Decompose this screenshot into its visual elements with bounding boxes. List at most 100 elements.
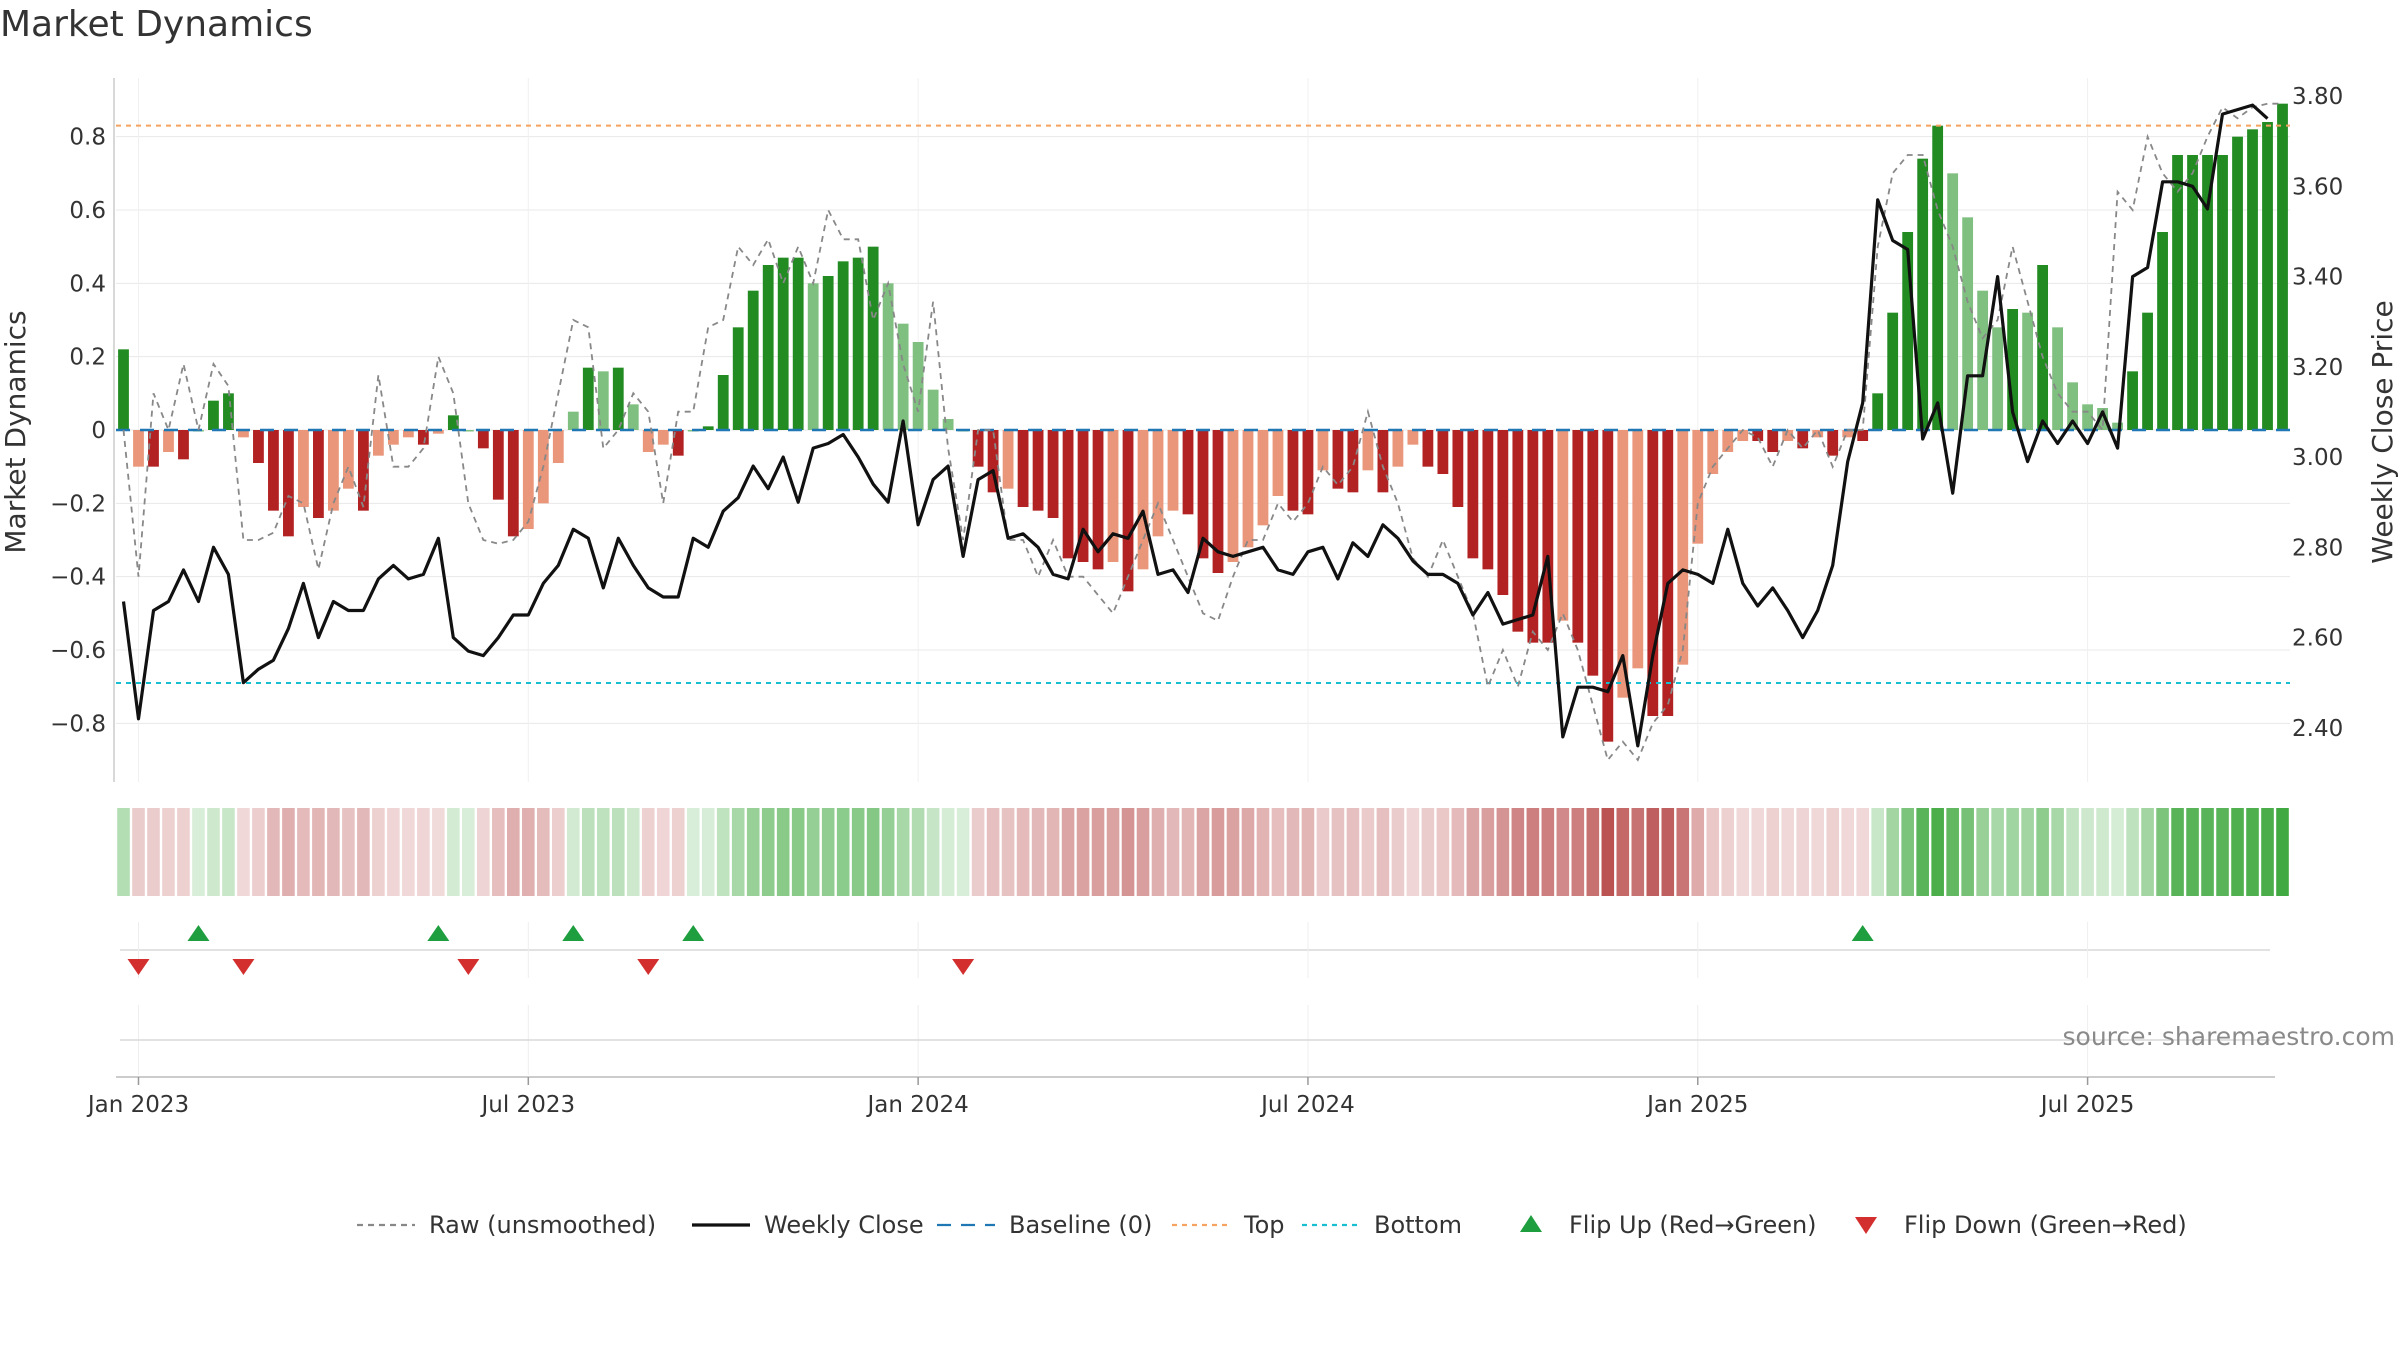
regime-band-cell — [1571, 808, 1585, 896]
momentum-bar — [807, 283, 819, 430]
momentum-bar — [2067, 382, 2078, 430]
legend-up-marker — [1520, 1215, 1542, 1232]
momentum-bar — [1197, 430, 1209, 559]
regime-band-cell — [1451, 808, 1465, 896]
regime-band-cell — [566, 808, 580, 896]
legend-label: Bottom — [1374, 1211, 1462, 1239]
momentum-bar — [2007, 309, 2019, 430]
regime-band-cell — [1331, 808, 1345, 896]
regime-band-cell — [1631, 808, 1645, 896]
regime-band-cell — [1991, 808, 2004, 896]
momentum-bar — [1737, 430, 1749, 441]
momentum-bar — [2172, 155, 2183, 430]
momentum-bar — [2202, 155, 2213, 430]
momentum-bar — [1467, 430, 1479, 559]
momentum-bar — [732, 327, 744, 430]
momentum-bar — [1077, 430, 1089, 562]
legend-label: Weekly Close — [764, 1211, 924, 1239]
momentum-bar — [148, 430, 159, 467]
momentum-bar — [1452, 430, 1464, 507]
momentum-bar — [1617, 430, 1629, 698]
regime-band-cell — [1136, 808, 1150, 896]
regime-band-cell — [2261, 808, 2274, 896]
regime-band-cell — [641, 808, 655, 896]
momentum-bar — [387, 430, 399, 445]
momentum-bar — [313, 430, 324, 518]
momentum-bar — [1167, 430, 1179, 511]
regime-band-cell — [596, 808, 610, 896]
regime-band-cell — [1811, 808, 1825, 896]
momentum-bar — [1572, 430, 1584, 643]
momentum-bar — [462, 430, 474, 432]
momentum-bar — [1272, 430, 1284, 496]
momentum-bar — [2277, 103, 2288, 431]
momentum-bar — [1362, 430, 1374, 471]
regime-band-cell — [297, 808, 310, 896]
regime-band-cell — [656, 808, 670, 896]
left-tick-label: 0.2 — [69, 345, 106, 371]
regime-band-cell — [1316, 808, 1330, 896]
momentum-bar — [1422, 430, 1434, 467]
right-tick-label: 3.00 — [2292, 445, 2343, 471]
momentum-bar — [1977, 290, 1989, 430]
regime-band-cell — [477, 808, 490, 896]
regime-band-cell — [551, 808, 565, 896]
chart-lines — [116, 102, 2290, 762]
momentum-bar — [1332, 430, 1344, 489]
legend-item: Raw (unsmoothed) — [357, 1211, 656, 1239]
left-tick-label: 0.4 — [69, 271, 106, 297]
momentum-bar — [417, 430, 429, 445]
momentum-bar — [1527, 430, 1539, 643]
momentum-bar — [163, 430, 174, 452]
flip-up-marker — [562, 925, 585, 941]
momentum-bar — [1122, 430, 1134, 592]
right-y-axis-label: Weekly Close Price — [2366, 300, 2399, 563]
momentum-bar — [762, 265, 774, 430]
regime-band-cell — [1976, 808, 1989, 896]
momentum-bar — [1902, 232, 1914, 430]
momentum-bar — [1722, 430, 1734, 452]
regime-band-cell — [1166, 808, 1180, 896]
regime-band-cell — [387, 808, 400, 896]
regime-band-cell — [132, 808, 145, 896]
regime-band-cell — [207, 808, 220, 896]
regime-band-cell — [1016, 808, 1030, 896]
x-tick-label: Jan 2025 — [1645, 1092, 1748, 1118]
regime-band-cell — [1721, 808, 1735, 896]
flip-up-marker — [1851, 925, 1874, 941]
regime-band-cell — [1736, 808, 1750, 896]
regime-band-cell — [1271, 808, 1285, 896]
regime-band-cell — [1091, 808, 1105, 896]
regime-band-cell — [1181, 808, 1195, 896]
regime-band-cell — [192, 808, 205, 896]
momentum-bar — [402, 430, 414, 438]
momentum-bar — [2157, 232, 2168, 430]
momentum-bar — [432, 430, 444, 434]
momentum-bar — [552, 430, 564, 463]
regime-band-cell — [1646, 808, 1660, 896]
momentum-bar — [2232, 136, 2243, 430]
momentum-bar — [1782, 430, 1794, 441]
momentum-bar — [1707, 430, 1719, 474]
momentum-bar — [1137, 430, 1149, 570]
legend-label: Raw (unsmoothed) — [429, 1211, 656, 1239]
regime-band-cell — [1586, 808, 1600, 896]
momentum-bar — [702, 426, 714, 430]
momentum-bar — [1032, 430, 1044, 511]
regime-band-cell — [1211, 808, 1225, 896]
momentum-bar — [253, 430, 264, 463]
momentum-bar — [612, 367, 624, 430]
regime-band-cell — [701, 808, 715, 896]
regime-band-cell — [611, 808, 625, 896]
regime-band-cell — [1226, 808, 1240, 896]
regime-band-cell — [2111, 808, 2124, 896]
regime-band-cell — [716, 808, 730, 896]
regime-band-cell — [791, 808, 805, 896]
regime-band-cell — [1241, 808, 1255, 896]
momentum-bar — [1587, 430, 1599, 676]
regime-band-cell — [282, 808, 295, 896]
regime-band-cell — [2186, 808, 2199, 896]
momentum-bar — [1437, 430, 1449, 474]
momentum-bar — [1557, 430, 1569, 621]
regime-band-cell — [147, 808, 160, 896]
